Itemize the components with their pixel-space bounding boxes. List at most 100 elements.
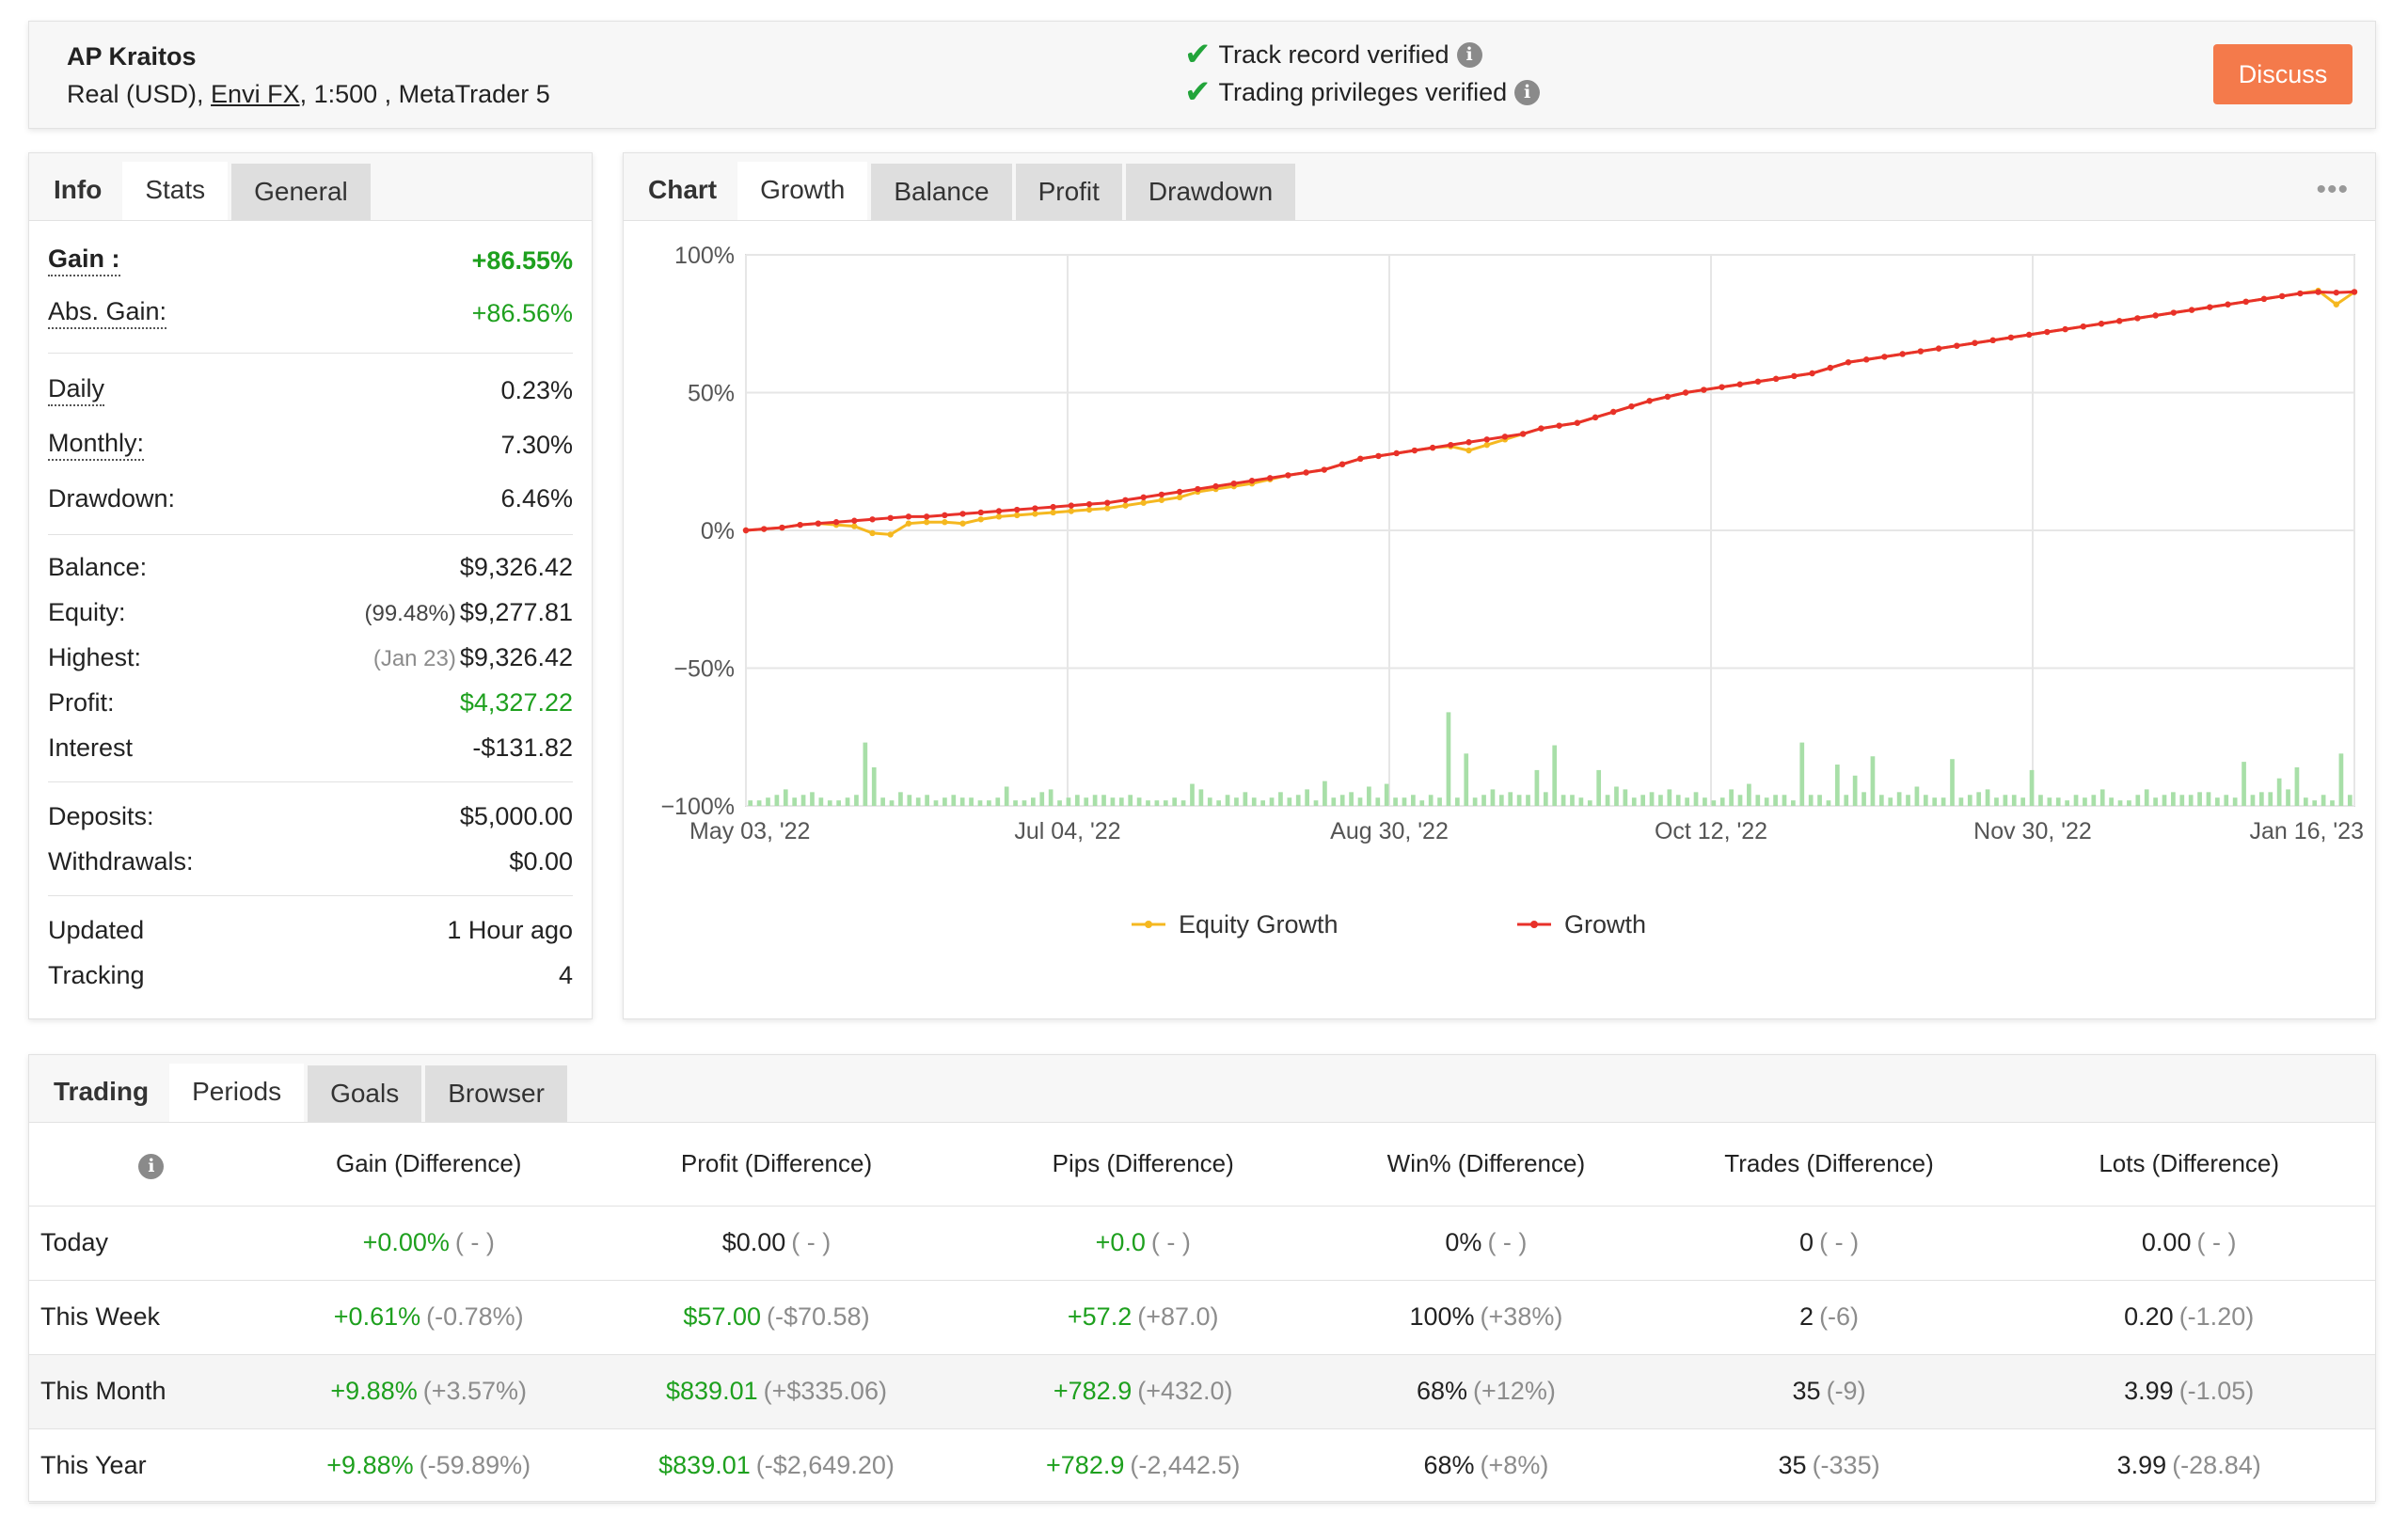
gain-label[interactable]: Gain : (48, 244, 120, 276)
header-win: Win% (Difference) (1317, 1123, 1656, 1207)
x-tick-label: Nov 30, '22 (1973, 818, 2092, 844)
series-point (1519, 431, 1527, 437)
daily-label[interactable]: Daily (48, 374, 105, 406)
period-gain-cell: +9.88% (+3.57%) (273, 1354, 584, 1429)
volume-bar (1349, 792, 1354, 806)
volume-bar (1675, 795, 1681, 806)
leverage-platform: , 1:500 , MetaTrader 5 (299, 80, 550, 108)
volume-bar (995, 797, 1001, 806)
volume-bar (925, 795, 929, 806)
period-gain-diff: (-59.89%) (419, 1451, 531, 1479)
trading-privileges-verified: ✔ Trading privileges verified i (1184, 76, 1541, 108)
deposits-value: $5,000.00 (459, 801, 573, 830)
info-icon[interactable]: i (1514, 79, 1541, 105)
volume-bar (2091, 795, 2097, 806)
volume-bar (2135, 795, 2141, 806)
volume-bar (1826, 800, 1831, 806)
trading-tabbar: Trading Periods Goals Browser (29, 1055, 2375, 1123)
volume-bar (1031, 797, 1036, 806)
info-icon[interactable]: i (1456, 41, 1482, 68)
series-point (995, 508, 1003, 514)
info-panel: Info Stats General Gain : +86.55% Abs. G… (28, 152, 593, 1019)
volume-bar (748, 800, 753, 806)
series-point (1375, 452, 1382, 460)
series-point (1085, 500, 1093, 508)
highest-date: (Jan 23) (372, 645, 456, 671)
account-name: AP Kraitos (67, 42, 197, 71)
series-point (2134, 315, 2141, 322)
tab-profit[interactable]: Profit (1015, 164, 1122, 220)
volume-bar (1207, 797, 1212, 806)
series-point (1212, 482, 1219, 490)
series-point (905, 513, 912, 520)
series-point (2116, 318, 2123, 324)
series-point (1429, 444, 1436, 451)
series-point (1827, 364, 1834, 371)
series-point (1050, 503, 1056, 511)
series-point (1465, 439, 1472, 446)
period-pips-diff: (-2,442.5) (1130, 1451, 1241, 1479)
profit-label: Profit: (48, 687, 115, 717)
volume-bar (1534, 769, 1540, 806)
tab-general[interactable]: General (231, 164, 371, 220)
series-point (1935, 345, 1942, 352)
volume-bar (1755, 795, 1761, 806)
volume-bar (915, 797, 921, 806)
tab-periods[interactable]: Periods (169, 1064, 305, 1122)
volume-bar (880, 797, 885, 806)
period-lots-cell: 3.99 (-28.84) (2003, 1428, 2375, 1504)
volume-bar (1481, 795, 1486, 806)
volume-bar (977, 800, 983, 806)
volume-bar (792, 797, 798, 806)
tab-goals[interactable]: Goals (308, 1065, 422, 1122)
more-options-icon[interactable]: ••• (2316, 174, 2349, 205)
info-icon[interactable]: i (138, 1153, 165, 1179)
series-point (1104, 505, 1111, 512)
tab-balance[interactable]: Balance (871, 164, 1012, 220)
series-point (1719, 384, 1725, 390)
series-point (1321, 466, 1328, 473)
volume-bar (1419, 800, 1425, 806)
series-point (1411, 447, 1418, 454)
series-point (2188, 307, 2195, 313)
volume-bar (1950, 759, 1955, 806)
volume-bar (2117, 800, 2123, 806)
period-trades-cell: 35 (-9) (1655, 1354, 2004, 1429)
volume-bar (1472, 797, 1478, 806)
monthly-label[interactable]: Monthly: (48, 429, 145, 461)
period-win-diff: ( - ) (1487, 1228, 1528, 1256)
period-profit-diff: (-$2,649.20) (755, 1451, 895, 1479)
broker-link[interactable]: Envi FX (211, 80, 300, 108)
period-pips-cell: +0.0( - ) (969, 1206, 1318, 1281)
series-point (1772, 375, 1780, 383)
legend-label[interactable]: Growth (1564, 910, 1646, 939)
series-point (2333, 289, 2339, 296)
discuss-button[interactable]: Discuss (2213, 44, 2353, 104)
tab-growth[interactable]: Growth (737, 162, 868, 220)
volume-bar (1393, 797, 1398, 806)
stat-abs-gain: Abs. Gain: +86.56% (48, 287, 573, 339)
series-point (1195, 485, 1201, 493)
volume-bar (1305, 789, 1309, 806)
volume-bar (2162, 795, 2167, 806)
volume-bar (1437, 797, 1442, 806)
x-tick-label: Oct 12, '22 (1655, 818, 1767, 844)
period-pips-diff: ( - ) (1150, 1228, 1191, 1256)
highest-value: $9,326.42 (459, 642, 573, 671)
volume-bar (1623, 789, 1628, 806)
period-profit-diff: (+$335.06) (763, 1377, 887, 1405)
interest-label: Interest (48, 733, 134, 762)
volume-bar (2232, 797, 2238, 806)
abs-gain-label[interactable]: Abs. Gain: (48, 297, 167, 329)
period-lots-cell: 0.00( - ) (2003, 1206, 2375, 1281)
tab-browser[interactable]: Browser (425, 1065, 567, 1122)
legend-label[interactable]: Equity Growth (1179, 910, 1339, 939)
tab-drawdown[interactable]: Drawdown (1125, 164, 1296, 220)
volume-bar (1367, 786, 1371, 806)
series-point (797, 521, 803, 528)
volume-bar (1782, 795, 1787, 806)
volume-bar (871, 766, 877, 806)
volume-bar (1490, 789, 1496, 806)
tab-stats[interactable]: Stats (122, 162, 229, 220)
period-trades-cell: 2 (-6) (1655, 1280, 2004, 1355)
